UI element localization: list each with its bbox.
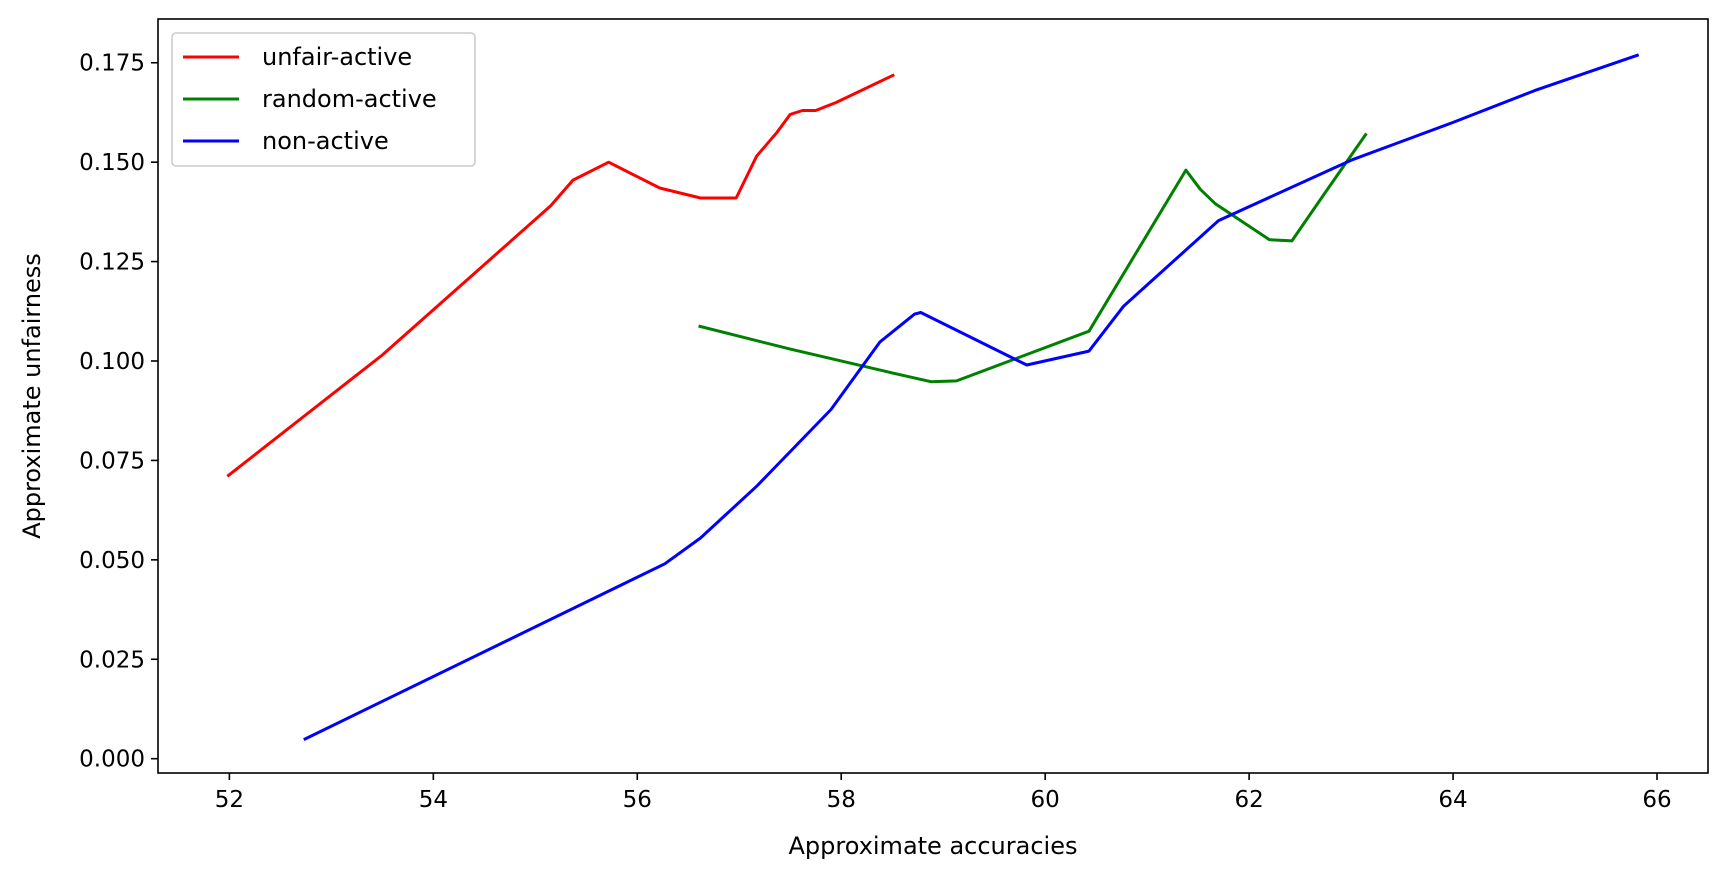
- y-tick-label: 0.150: [79, 150, 145, 176]
- x-tick-label: 64: [1438, 787, 1467, 813]
- legend: unfair-active random-active non-active: [171, 32, 476, 167]
- x-tick-label: 54: [419, 787, 448, 813]
- series-layer: [226, 53, 1640, 741]
- x-tick-label: 52: [215, 787, 244, 813]
- series-line-random-active: [698, 132, 1368, 384]
- y-tick-label: 0.050: [79, 548, 145, 574]
- y-tick-label: 0.025: [79, 647, 145, 673]
- y-tick-label: 0.000: [79, 747, 145, 773]
- legend-box: [171, 32, 476, 167]
- legend-label-non-active: non-active: [262, 127, 389, 155]
- x-axis-label: Approximate accuracies: [789, 832, 1078, 860]
- y-tick-label: 0.125: [79, 250, 145, 276]
- y-tick-label: 0.075: [79, 448, 145, 474]
- y-tick-label: 0.100: [79, 349, 145, 375]
- x-axis: 52 54 56 58 60 62 64 66: [215, 773, 1672, 813]
- x-tick-label: 66: [1642, 787, 1671, 813]
- plot-frame: [157, 18, 1709, 774]
- x-tick-label: 62: [1234, 787, 1263, 813]
- series-line-non-active: [303, 53, 1640, 741]
- x-tick-label: 58: [827, 787, 856, 813]
- x-tick-label: 60: [1031, 787, 1060, 813]
- x-tick-label: 56: [623, 787, 652, 813]
- y-axis: 0.000 0.025 0.050 0.075 0.100 0.125 0.150 0.175: [79, 51, 158, 773]
- legend-label-unfair-active: unfair-active: [262, 43, 412, 71]
- y-axis-label: Approximate unfairness: [18, 253, 46, 539]
- y-tick-label: 0.175: [79, 51, 145, 77]
- legend-label-random-active: random-active: [262, 85, 437, 113]
